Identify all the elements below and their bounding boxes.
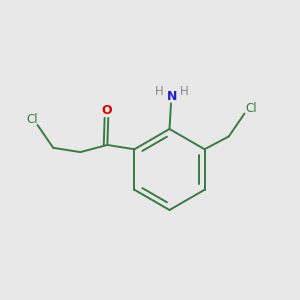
Text: N: N [167, 90, 177, 104]
Text: H: H [180, 85, 189, 98]
Text: Cl: Cl [26, 112, 38, 125]
Text: H: H [155, 85, 164, 98]
Text: O: O [102, 104, 112, 117]
Text: Cl: Cl [245, 102, 257, 115]
